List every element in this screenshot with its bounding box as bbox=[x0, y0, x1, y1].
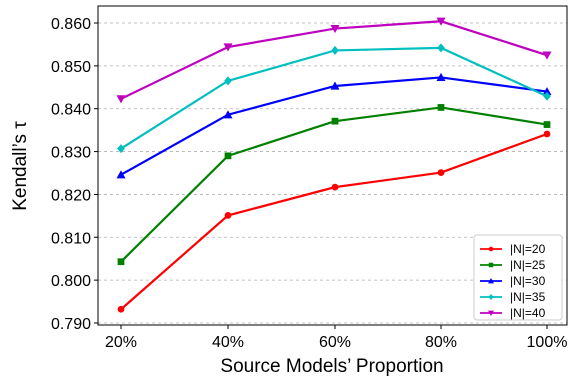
x-tick-label: 60% bbox=[319, 334, 351, 351]
series-0 bbox=[117, 130, 551, 313]
data-point bbox=[543, 121, 551, 128]
legend-marker bbox=[488, 294, 494, 300]
x-tick-label: 40% bbox=[212, 334, 244, 351]
data-point bbox=[224, 212, 232, 219]
data-point bbox=[437, 169, 445, 176]
series-2 bbox=[116, 72, 552, 179]
legend-label: |N|=25 bbox=[510, 258, 546, 272]
series-line bbox=[120, 76, 548, 176]
data-point bbox=[436, 17, 446, 26]
data-point bbox=[331, 45, 339, 55]
legend-marker bbox=[488, 310, 494, 316]
legend-label: |N|=30 bbox=[510, 274, 546, 288]
data-point bbox=[331, 117, 339, 125]
legend-marker bbox=[488, 262, 494, 268]
data-point bbox=[437, 43, 445, 53]
y-tick-label: 0.790 bbox=[51, 316, 91, 333]
data-point bbox=[542, 87, 552, 96]
data-point bbox=[543, 130, 551, 138]
y-tick-label: 0.830 bbox=[51, 145, 91, 162]
legend-item: |N|=40 bbox=[480, 306, 546, 320]
data-point bbox=[543, 91, 551, 101]
data-point bbox=[116, 170, 126, 179]
legend-item: |N|=35 bbox=[480, 290, 546, 304]
data-point bbox=[117, 258, 125, 266]
y-tick-label: 0.820 bbox=[51, 187, 91, 204]
data-point bbox=[117, 144, 125, 154]
series-4 bbox=[116, 17, 552, 104]
y-tick-label: 0.810 bbox=[51, 230, 91, 247]
data-point bbox=[331, 183, 339, 191]
data-point bbox=[330, 24, 340, 34]
data-point bbox=[224, 76, 232, 86]
legend: |N|=20 |N|=25 |N|=30 |N|=35 |N|=40 bbox=[473, 234, 563, 321]
y-axis-label: Kendall’s τ bbox=[10, 121, 31, 211]
data-point bbox=[116, 95, 126, 104]
y-tick-label: 0.860 bbox=[51, 16, 91, 33]
legend-item: |N|=30 bbox=[480, 274, 546, 288]
x-tick-label: 100% bbox=[527, 334, 568, 351]
y-tick-label: 0.850 bbox=[51, 59, 91, 76]
legend-marker bbox=[488, 246, 494, 252]
legend-label: |N|=40 bbox=[510, 306, 546, 320]
y-axis-ticks: 0.790 0.800 0.810 0.820 0.830 0.840 0.850 0.860 bbox=[51, 16, 98, 333]
data-point bbox=[223, 43, 233, 52]
y-tick-label: 0.840 bbox=[51, 102, 91, 119]
data-point bbox=[117, 305, 125, 313]
legend-label: |N|=35 bbox=[510, 290, 546, 304]
series-3 bbox=[117, 43, 551, 154]
grid-lines bbox=[98, 22, 567, 324]
data-point bbox=[330, 81, 340, 90]
series-layer bbox=[116, 17, 552, 313]
x-axis-ticks: 20% 40% 60% 80% 100% bbox=[105, 325, 567, 351]
legend-label: |N|=20 bbox=[510, 242, 546, 256]
legend-box bbox=[473, 234, 563, 321]
legend-marker bbox=[488, 278, 494, 284]
data-point bbox=[542, 51, 552, 60]
data-point bbox=[436, 72, 446, 82]
data-point bbox=[437, 104, 445, 111]
legend-item: |N|=20 bbox=[480, 242, 546, 256]
y-tick-label: 0.800 bbox=[51, 273, 91, 290]
legend-item: |N|=25 bbox=[480, 258, 546, 272]
x-tick-label: 20% bbox=[105, 334, 137, 351]
data-point bbox=[224, 152, 232, 160]
data-point bbox=[223, 110, 233, 119]
plot-frame bbox=[97, 5, 568, 326]
x-axis-label: Source Models’ Proportion bbox=[220, 356, 443, 377]
series-line bbox=[120, 46, 548, 150]
x-tick-label: 80% bbox=[425, 334, 457, 351]
series-1 bbox=[117, 104, 551, 266]
